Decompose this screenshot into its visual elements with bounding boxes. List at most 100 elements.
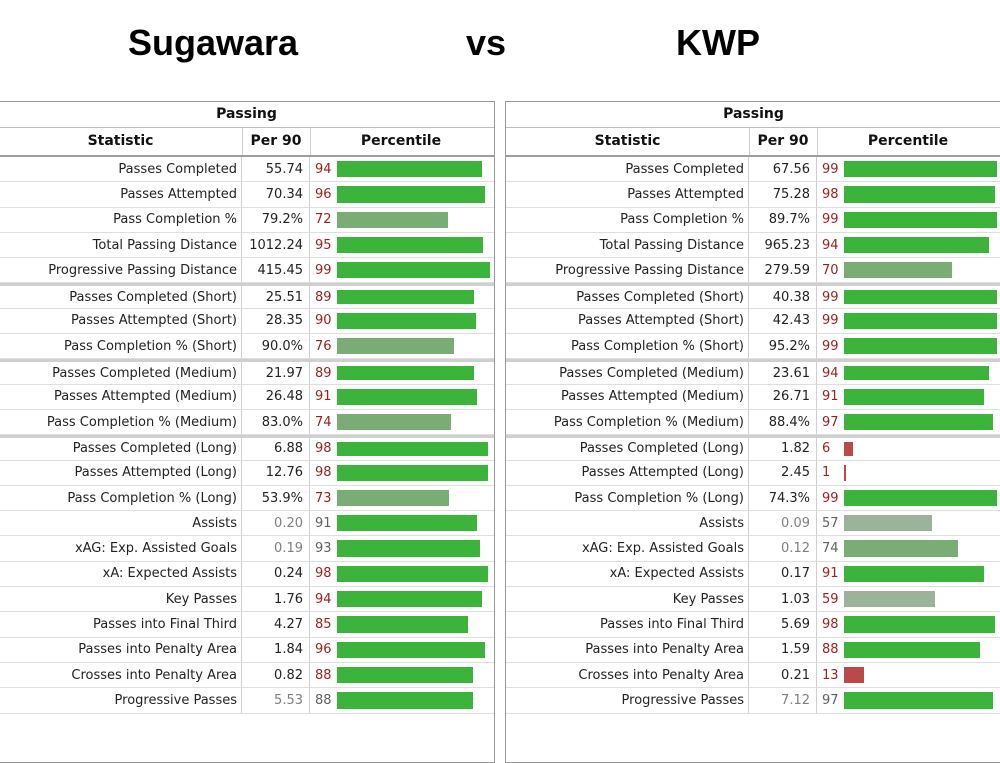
statistic-label: Total Passing Distance	[0, 232, 242, 258]
per90-value: 965.23	[749, 232, 817, 258]
table-row: xA: Expected Assists 0.24 98	[0, 561, 494, 588]
percentile-bar	[337, 413, 451, 431]
percentile-bar	[337, 211, 448, 228]
statistic-label: Assists	[506, 511, 749, 536]
table-row: Passes Completed (Medium) 21.97 89	[0, 359, 494, 385]
percentile-value: 89	[315, 289, 332, 305]
statistic-label: Passes Attempted (Short)	[506, 308, 749, 334]
percentile-bar	[337, 591, 482, 608]
per90-value: 1.82	[749, 438, 817, 460]
percentile-bar	[337, 692, 473, 709]
percentile-value: 98	[315, 465, 332, 481]
percentile-value: 94	[822, 237, 839, 253]
per90-value: 4.27	[242, 612, 310, 637]
percentile-bar	[337, 464, 488, 481]
percentile-bar	[337, 366, 475, 380]
table-row: xAG: Exp. Assisted Goals 0.12 74	[506, 536, 1000, 562]
percentile-bar	[337, 236, 484, 254]
statistic-label: Pass Completion % (Long)	[0, 485, 242, 511]
percentile-value: 98	[822, 616, 839, 632]
left-column-header: Statistic Per 90 Percentile	[0, 128, 494, 157]
percentile-value: 98	[822, 186, 839, 202]
table-row: Pass Completion % (Long) 53.9% 73	[0, 485, 494, 512]
table-row: Pass Completion % (Medium) 83.0% 74	[0, 409, 494, 436]
per90-value: 5.53	[242, 688, 310, 713]
statistic-label: Passes Completed (Short)	[0, 286, 242, 308]
statistic-label: Pass Completion % (Medium)	[0, 409, 242, 435]
per90-value: 28.35	[242, 308, 310, 334]
percentile-value: 85	[315, 616, 332, 632]
statistic-label: Passes into Penalty Area	[506, 637, 749, 662]
percentile-value: 91	[315, 389, 332, 405]
per90-value: 12.76	[242, 460, 310, 485]
table-row: Passes Completed (Short) 40.38 99	[506, 283, 1000, 309]
table-row: Passes Completed 67.56 99	[506, 157, 1000, 183]
statistic-label: Pass Completion % (Long)	[506, 485, 749, 511]
percentile-value: 88	[822, 642, 839, 658]
per90-value: 2.45	[749, 460, 817, 485]
percentile-value: 57	[822, 515, 839, 531]
statistic-label: Pass Completion % (Short)	[0, 334, 242, 359]
percentile-value: 94	[315, 161, 332, 177]
table-row: xAG: Exp. Assisted Goals 0.19 93	[0, 536, 494, 562]
statistic-label: Passes Attempted (Short)	[0, 308, 242, 334]
percentile-bar	[337, 161, 482, 178]
per90-value: 42.43	[749, 308, 817, 334]
per90-value: 23.61	[749, 362, 817, 384]
percentile-bar	[844, 692, 994, 709]
percentile-value: 96	[315, 642, 332, 658]
right-column-header: Statistic Per 90 Percentile	[506, 128, 1000, 157]
table-row: Crosses into Penalty Area 0.82 88	[0, 662, 494, 689]
table-row: Passes Attempted (Short) 42.43 99	[506, 308, 1000, 335]
table-row: Passes into Penalty Area 1.59 88	[506, 637, 1000, 663]
percentile-value: 89	[315, 365, 332, 381]
statistic-label: Total Passing Distance	[506, 232, 749, 258]
percentile-bar	[844, 464, 846, 481]
statistic-label: Crosses into Penalty Area	[0, 662, 242, 688]
percentile-value: 1	[822, 465, 831, 481]
percentile-bar	[337, 565, 488, 583]
percentile-value: 91	[315, 515, 332, 531]
statistic-label: Pass Completion %	[506, 207, 749, 232]
vs-label: vs	[466, 22, 507, 63]
per90-value: 67.56	[749, 157, 817, 182]
percentile-bar	[844, 565, 985, 583]
per90-value: 53.9%	[242, 485, 310, 511]
percentile-value: 98	[315, 566, 332, 582]
table-row: Passes Completed (Short) 25.51 89	[0, 283, 494, 309]
per90-value: 1.59	[749, 637, 817, 662]
table-row: Passes Completed (Medium) 23.61 94	[506, 359, 1000, 385]
percentile-bar	[844, 262, 952, 279]
percentile-bar	[844, 290, 997, 304]
table-row: Passes into Penalty Area 1.84 96	[0, 637, 494, 663]
percentile-bar	[844, 236, 989, 254]
percentile-value: 91	[822, 566, 839, 582]
table-row: Pass Completion % (Short) 95.2% 99	[506, 334, 1000, 360]
table-row: Assists 0.20 91	[0, 511, 494, 537]
table-row: Progressive Passing Distance 279.59 70	[506, 258, 1000, 284]
percentile-value: 91	[822, 389, 839, 405]
percentile-bar	[337, 616, 468, 633]
statistic-label: Progressive Passes	[0, 688, 242, 713]
per90-value: 0.17	[749, 561, 817, 587]
table-row: Progressive Passes 5.53 88	[0, 688, 494, 714]
table-row: Pass Completion % (Medium) 88.4% 97	[506, 409, 1000, 436]
percentile-value: 94	[822, 365, 839, 381]
percentile-bar	[337, 290, 475, 304]
per90-value: 83.0%	[242, 409, 310, 435]
per90-value: 88.4%	[749, 409, 817, 435]
percentile-bar	[337, 641, 485, 658]
per90-value: 7.12	[749, 688, 817, 713]
statistic-label: Passes Attempted (Long)	[0, 460, 242, 485]
percentile-bar	[337, 388, 478, 405]
statistic-label: Passes Attempted (Medium)	[0, 384, 242, 409]
per90-value: 1.76	[242, 587, 310, 612]
percentile-value: 74	[822, 541, 839, 557]
percentile-bar	[844, 641, 980, 658]
per90-value: 0.19	[242, 536, 310, 561]
percentile-value: 99	[822, 289, 839, 305]
per90-value: 0.82	[242, 662, 310, 688]
statistic-label: Progressive Passes	[506, 688, 749, 713]
statistic-label: Passes Attempted (Medium)	[506, 384, 749, 409]
statistic-label: Pass Completion %	[0, 207, 242, 232]
